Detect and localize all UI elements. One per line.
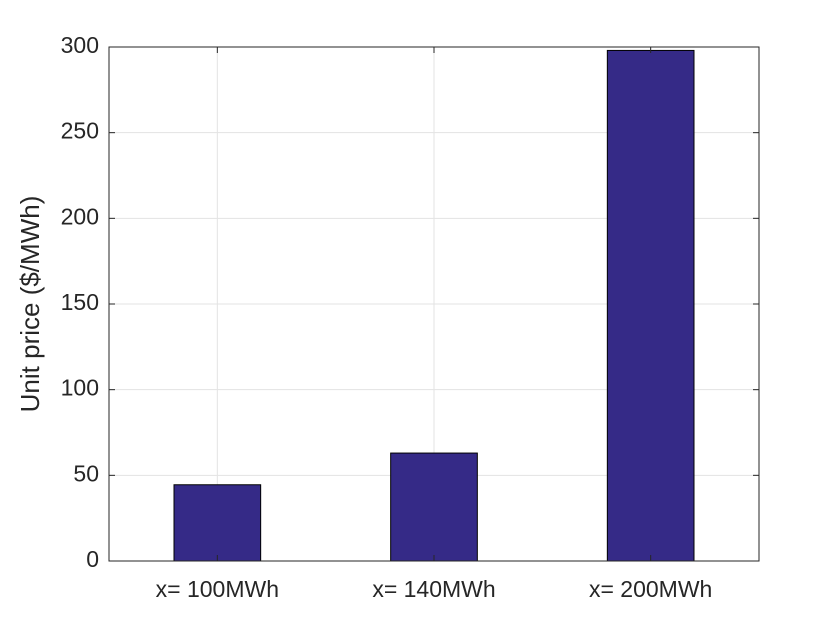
y-tick-label: 150 (61, 289, 99, 315)
y-axis-label: Unit price ($/MWh) (15, 196, 45, 413)
y-tick-label: 300 (61, 32, 99, 58)
y-tick-label: 100 (61, 375, 99, 401)
x-tick-label: x= 140MWh (372, 576, 495, 602)
y-tick-label: 0 (86, 546, 99, 572)
bar (173, 484, 262, 562)
x-tick-label: x= 200MWh (589, 576, 712, 602)
bar (390, 452, 478, 562)
y-tick-label: 200 (61, 203, 99, 229)
y-tick-label: 50 (73, 460, 99, 486)
bar (606, 49, 695, 562)
x-tick-label: x= 100MWh (156, 576, 279, 602)
axes-box (108, 46, 760, 562)
y-tick-label: 250 (61, 118, 99, 144)
